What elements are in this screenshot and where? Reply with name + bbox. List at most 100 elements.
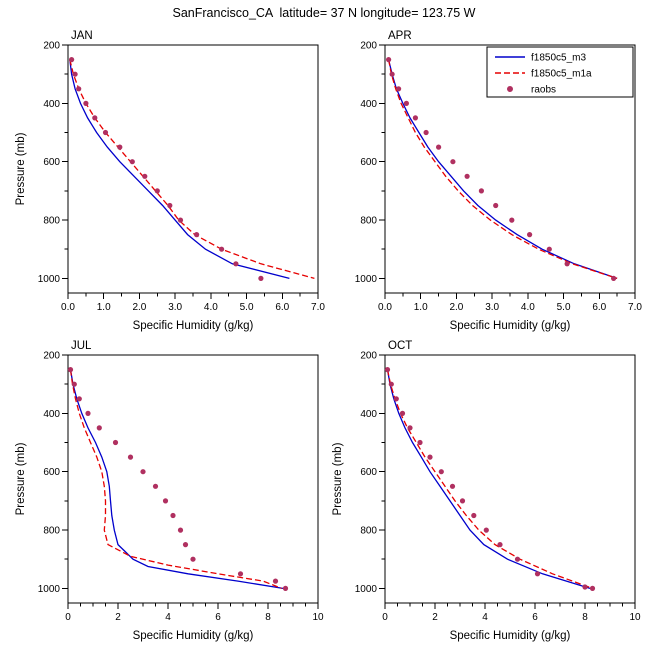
line-f1850c5_m3 [386,369,591,590]
x-tick-label: 10 [312,612,324,623]
raobs-point [384,367,391,373]
y-tick-label: 600 [360,157,377,168]
x-axis-title: Specific Humidity (g/kg) [450,630,571,642]
raobs-point [546,246,552,252]
raobs-point [483,527,489,533]
x-tick-label: 2.0 [449,302,463,313]
raobs-point [170,512,176,519]
legend-label-raobs: raobs [531,85,556,96]
line-f1850c5_m1a [69,59,315,280]
y-axis-title: Pressure (mb) [15,442,27,515]
raobs-point [76,396,82,402]
raobs-point [471,512,477,519]
raobs-point [167,202,173,209]
x-tick-label: 1.0 [97,302,111,313]
raobs-point [127,454,134,460]
x-tick-label: 8 [265,612,271,623]
raobs-point [438,469,444,475]
x-tick-label: 6 [532,612,538,623]
legend-label-f1850c5_m3: f1850c5_m3 [531,53,586,64]
raobs-point [72,71,78,77]
raobs-point [71,381,77,387]
y-tick-label: 200 [43,41,60,52]
scatter-raobs [67,367,289,592]
raobs-point [514,556,521,562]
x-tick-label: 0.0 [61,302,75,313]
raobs-point [152,483,159,489]
raobs-point [194,232,200,238]
y-tick-label: 400 [360,99,377,110]
x-axis-title: Specific Humidity (g/kg) [450,320,571,332]
line-f1850c5_m1a [69,369,283,590]
panel-month-label: JAN [71,30,93,42]
raobs-point [76,86,82,92]
raobs-point [182,542,189,548]
panel-month-label: OCT [388,340,412,352]
x-tick-label: 6 [215,612,221,623]
raobs-point [459,498,466,504]
raobs-point [85,410,91,416]
raobs-point [393,396,399,402]
panel-month-label: JUL [71,340,92,352]
raobs-point [478,188,484,194]
raobs-point [534,571,541,577]
x-tick-label: 3.0 [168,302,182,313]
raobs-point [403,100,409,106]
y-tick-label: 1000 [38,584,61,595]
raobs-point [177,527,184,533]
raobs-point [258,275,264,281]
raobs-point [69,57,75,63]
x-tick-label: 0 [382,612,388,623]
x-tick-label: 5.0 [240,302,254,313]
plot-frame [67,354,319,604]
raobs-point [190,556,196,562]
y-tick-label: 1000 [38,274,61,285]
y-tick-label: 800 [360,526,377,537]
raobs-point [272,578,279,584]
raobs-point [233,261,239,267]
x-tick-label: 6.0 [592,302,606,313]
raobs-point [412,115,418,121]
raobs-point [102,129,109,136]
y-tick-label: 400 [360,409,377,420]
line-f1850c5_m3 [69,59,290,280]
raobs-point [162,498,169,504]
raobs-point [83,100,89,106]
raobs-point [112,439,119,446]
y-tick-label: 600 [43,467,60,478]
raobs-point [140,469,146,475]
legend-label-f1850c5_m1a: f1850c5_m1a [531,69,592,80]
line-f1850c5_m1a [386,369,593,590]
scatter-raobs [69,57,264,281]
plot-frame [384,44,636,294]
raobs-point [493,202,499,209]
raobs-point [436,144,442,150]
raobs-point [388,381,394,387]
raobs-point [407,425,413,431]
scatter-raobs [384,367,596,592]
y-tick-label: 200 [360,351,377,362]
raobs-point [389,71,395,77]
panel-jul: 0 2 4 6 8 10 200 400 600 800 1000 JUL Specific Humid… [15,340,324,642]
y-tick-label: 200 [360,41,377,52]
x-tick-label: 2.0 [132,302,146,313]
x-tick-label: 0 [65,612,71,623]
figure-title: SanFrancisco_CA latitude= 37 N longitude… [172,6,476,20]
raobs-point [237,571,244,577]
x-tick-label: 2 [115,612,121,623]
raobs-point [464,173,470,179]
plot-frame [384,354,636,604]
raobs-point [142,173,148,179]
plot-frame [67,44,319,294]
x-tick-label: 0.0 [378,302,392,313]
line-f1850c5_m3 [387,59,618,280]
raobs-point [527,232,533,238]
x-tick-label: 5.0 [557,302,571,313]
x-tick-label: 4 [165,612,171,623]
line-f1850c5_m3 [69,369,284,590]
raobs-point [386,57,392,63]
x-tick-label: 4.0 [204,302,218,313]
raobs-point [564,261,570,267]
panel-oct: 0 2 4 6 8 10 200 400 600 800 1000 OCT Specific Humid… [332,340,641,642]
raobs-point [396,86,402,92]
